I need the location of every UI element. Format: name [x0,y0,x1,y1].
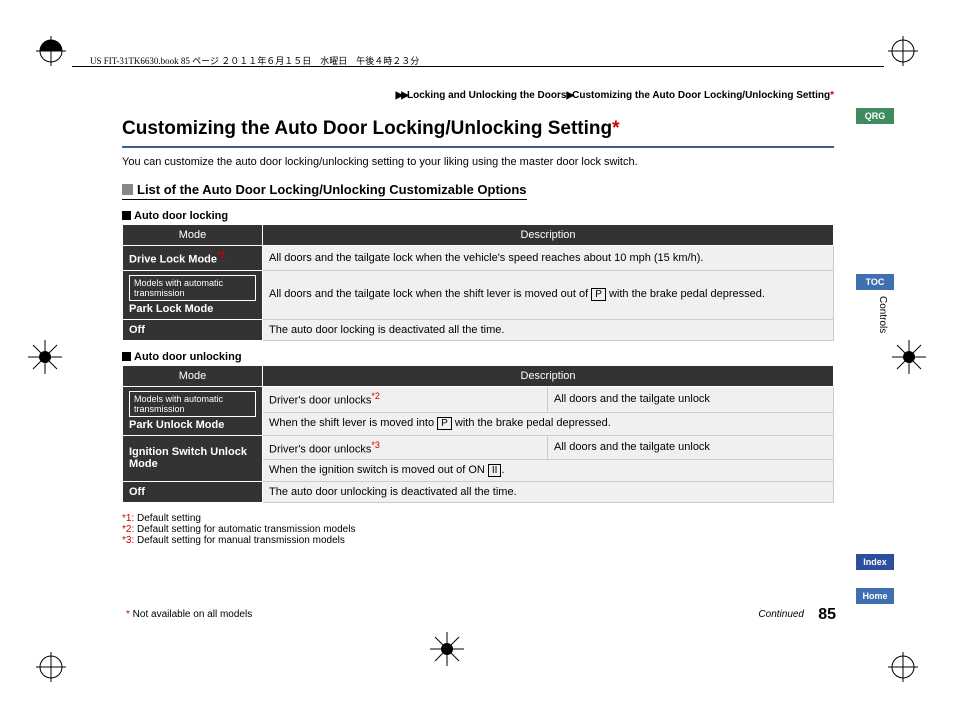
desc-cell: All doors and the tailgate lock when the… [263,270,834,319]
desc-cell: All doors and the tailgate unlock [548,435,834,460]
breadcrumb: ▶▶Locking and Unlocking the Doors▶Custom… [396,90,834,101]
page-number: 85 [818,606,836,624]
desc-cell: All doors and the tailgate unlock [548,386,834,412]
crop-mark-bc [430,632,464,666]
crop-mark-br [888,652,918,682]
crop-mark-tr [888,36,918,66]
tab-toc[interactable]: TOC [856,274,894,290]
crop-mark-ml [28,340,62,374]
desc-cell: When the shift lever is moved into P wit… [263,412,834,435]
table-row: Models with automatic transmission Park … [123,386,834,412]
col-mode: Mode [123,225,263,246]
table-row: Models with automatic transmission Park … [123,270,834,319]
mode-cell: Models with automatic transmission Park … [123,386,263,435]
desc-cell: The auto door locking is deactivated all… [263,319,834,340]
table-row: Off The auto door locking is deactivated… [123,319,834,340]
mode-cell: Models with automatic transmission Park … [123,270,263,319]
col-desc: Description [263,225,834,246]
desc-cell: The auto door unlocking is deactivated a… [263,482,834,503]
controls-side-label: Controls [877,296,888,333]
main-content: Customizing the Auto Door Locking/Unlock… [122,118,834,546]
desc-cell: Driver's door unlocks*3 [263,435,548,460]
section-heading: List of the Auto Door Locking/Unlocking … [122,182,527,200]
tab-qrg[interactable]: QRG [856,108,894,124]
desc-cell: When the ignition switch is moved out of… [263,460,834,482]
page-title: Customizing the Auto Door Locking/Unlock… [122,118,834,140]
table-row: Ignition Switch Unlock Mode Driver's doo… [123,435,834,460]
col-desc: Description [263,365,834,386]
table-row: Off The auto door unlocking is deactivat… [123,482,834,503]
tab-index[interactable]: Index [856,554,894,570]
unlocking-subheading: Auto door unlocking [122,351,834,363]
footnotes: *1: Default setting *2: Default setting … [122,513,834,546]
title-underline [122,146,834,148]
header-line [72,66,884,67]
mode-cell: Drive Lock Mode*1 [123,246,263,271]
desc-cell: All doors and the tailgate lock when the… [263,246,834,271]
mode-cell: Ignition Switch Unlock Mode [123,435,263,482]
col-mode: Mode [123,365,263,386]
not-available-note: * Not available on all models [126,609,252,620]
tab-home[interactable]: Home [856,588,894,604]
locking-table: Mode Description Drive Lock Mode*1 All d… [122,224,834,341]
intro-text: You can customize the auto door locking/… [122,156,834,168]
crop-mark-tl [36,36,66,66]
locking-subheading: Auto door locking [122,210,834,222]
mode-cell: Off [123,319,263,340]
crop-mark-mr [892,340,926,374]
continued-label: Continued [758,609,804,620]
unlocking-table: Mode Description Models with automatic t… [122,365,834,504]
table-row: Drive Lock Mode*1 All doors and the tail… [123,246,834,271]
mode-cell: Off [123,482,263,503]
desc-cell: Driver's door unlocks*2 [263,386,548,412]
crop-mark-bl [36,652,66,682]
